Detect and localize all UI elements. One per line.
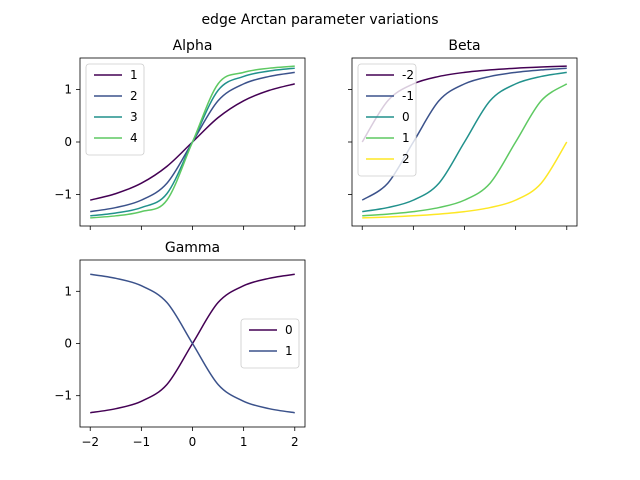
legend-label: -2	[402, 68, 414, 82]
x-tick-label: 2	[291, 435, 299, 449]
legend-label: 0	[402, 110, 410, 124]
y-tick-label: 1	[64, 284, 72, 298]
x-tick-label: −2	[81, 435, 99, 449]
legend-label: 4	[130, 131, 138, 145]
y-tick-label: 0	[64, 135, 72, 149]
y-tick-label: 0	[64, 337, 72, 351]
legend-label: 2	[130, 89, 138, 103]
series-group	[90, 65, 295, 219]
series-line-gamma-1	[90, 273, 295, 414]
axes-beta: Beta -2 -1 0 1 2	[348, 38, 578, 230]
x-tick-label: 0	[189, 435, 197, 449]
legend-box	[240, 318, 300, 369]
legend-label: 0	[285, 323, 293, 337]
legend-label: 1	[130, 68, 138, 82]
axes-title: Alpha	[173, 38, 213, 54]
axes-alpha: Alpha −1 0 1 1 2 3 4	[54, 38, 306, 230]
y-tick-label: −1	[54, 389, 72, 403]
legend: 1 2 3 4	[85, 63, 145, 156]
legend-label: 3	[130, 110, 138, 124]
legend-box	[85, 63, 145, 156]
legend-label: 2	[402, 152, 410, 166]
series-line-beta-3	[362, 83, 568, 217]
legend: -2 -1 0 1 2	[357, 63, 417, 177]
axes-title: Gamma	[165, 240, 220, 256]
series-line-beta-4	[362, 141, 568, 219]
x-tick-label: 1	[240, 435, 248, 449]
series-line-beta-2	[362, 71, 567, 213]
y-tick-label: 1	[64, 83, 72, 97]
x-tick-label: −1	[133, 435, 151, 449]
legend: 01	[240, 318, 300, 369]
series-line-alpha-3	[90, 65, 295, 219]
series-group	[90, 273, 295, 414]
axes-title: Beta	[448, 38, 480, 54]
legend-label: 1	[402, 131, 410, 145]
legend-label: 1	[285, 344, 293, 358]
y-tick-label: −1	[54, 188, 72, 202]
figure-title: edge Arctan parameter variations	[201, 12, 438, 28]
legend-label: -1	[402, 89, 414, 103]
legend-box	[357, 63, 417, 177]
